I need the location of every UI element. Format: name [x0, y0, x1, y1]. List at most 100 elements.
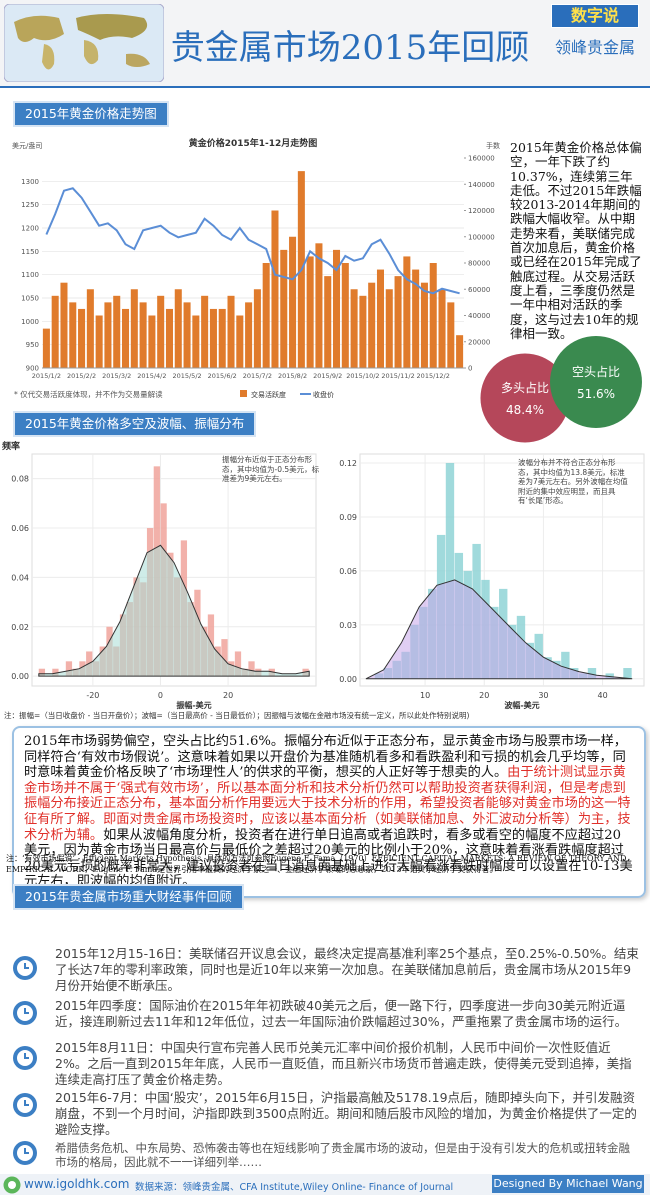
analysis-text: 2015年市场弱势偏空，空头占比约51.6%。振幅分布近似于正态分布，显示黄金市… [24, 734, 627, 781]
share-bubble [550, 336, 642, 428]
bar [271, 210, 279, 368]
bar [157, 295, 165, 368]
y-tick-label: 950 [26, 341, 39, 349]
bar [412, 269, 420, 368]
header-rule [0, 86, 650, 88]
bar [69, 302, 77, 368]
analysis-text: 如果从波幅角度分析，投资者在进行单日追高或者追跌时，看多或看空的幅度不应超过20… [24, 827, 633, 890]
bar [236, 315, 244, 368]
x-tick-label: 2015/5/2 [172, 372, 201, 380]
share-bubbles: 多头占比 48.4% 空头占比 51.6% [480, 336, 642, 443]
bar [315, 243, 323, 368]
event: 2015年四季度：国际油价在2015年年初跌破40美元之后，便一路下行，四季度进… [55, 998, 628, 1029]
histogram-bar [221, 639, 228, 677]
y-tick-label: 1200 [21, 225, 39, 233]
y-tick-label: 0.00 [339, 675, 357, 684]
bubble-value: 51.6% [577, 387, 615, 401]
clock-icon [13, 1001, 37, 1025]
bar [438, 289, 446, 368]
density-area [365, 579, 633, 680]
y-tick-label: 0.00 [11, 672, 29, 681]
x-tick-label: 2015/12/2 [417, 372, 450, 380]
histogram-bar [623, 668, 632, 679]
bar [78, 308, 86, 368]
x-tick-label: 20 [479, 691, 489, 700]
logo [3, 1176, 21, 1194]
bar [122, 308, 130, 368]
share-bubble [480, 353, 570, 443]
histogram-bar [248, 661, 255, 677]
bar [51, 295, 59, 368]
x-tick-label: 2015/8/2 [278, 372, 307, 380]
world-map [4, 4, 164, 82]
y-axis-label: 频率 [2, 440, 20, 452]
x-tick-label: 30 [538, 691, 548, 700]
x-tick-label: 2015/2/2 [67, 372, 96, 380]
bar [368, 282, 376, 368]
y-tick-label: 0.02 [11, 623, 29, 632]
footnote: 注：‘有效市场假说’ - Efficient Markets Hypothesi… [6, 854, 627, 874]
site-link[interactable]: www.igoldhk.com [24, 1177, 130, 1191]
bar [333, 249, 341, 368]
histogram-bar [52, 668, 59, 677]
x-tick-label: 2015/4/2 [137, 372, 166, 380]
histogram-bar [561, 651, 570, 679]
annotation: 振幅分布近似于正态分布形态，其中均值为-0.5美元，标准差为9美元左右。 [222, 455, 320, 483]
page-title: 贵金属市场2015年回顾 [170, 28, 530, 68]
bar [306, 256, 314, 368]
footer [0, 1174, 650, 1195]
bar [218, 308, 226, 368]
bar [148, 315, 156, 368]
bar [376, 269, 384, 368]
bubble-label: 多头占比 [501, 380, 549, 395]
y2-tick-label: 40000 [468, 312, 490, 320]
x-tick-label: 2015/10/2 [346, 372, 379, 380]
x-tick-label: 2015/7/2 [243, 372, 272, 380]
y-tick-label: 1000 [21, 318, 39, 326]
section-title: 2015年贵金属市场重大财经事件回顾 [13, 884, 244, 910]
y-tick-label: 0.09 [339, 513, 357, 522]
y2-tick-label: 100000 [468, 233, 495, 241]
bar [394, 276, 402, 368]
y-tick-label: 0.06 [339, 567, 357, 576]
y2-tick-label: 140000 [468, 181, 495, 189]
x-tick-label: 0 [158, 691, 163, 700]
bar [245, 302, 253, 368]
legend-swatch [240, 390, 247, 397]
histogram-bar [445, 462, 455, 679]
y2-tick-label: 160000 [468, 155, 495, 163]
clock-icon [13, 956, 37, 980]
section-title: 2015年黄金价格走势图 [13, 101, 169, 127]
bar [429, 263, 437, 368]
section-title: 2015年黄金价格多空及波幅、振幅分布 [13, 411, 257, 437]
y-tick-label: 0.08 [11, 475, 29, 484]
event: 2015年6-7月：中国‘股灾’，2015年6月15日，沪指最高触及5178.1… [55, 1090, 637, 1137]
legend-label: 交易活跃度 [251, 390, 286, 399]
y2-axis-label: 手数 [486, 141, 500, 150]
y-tick-label: 1050 [21, 295, 39, 303]
histogram-bar [587, 668, 597, 679]
y-tick-label: 1300 [21, 178, 39, 186]
x-tick-label: 10 [420, 691, 430, 700]
x-tick-label: 2015/9/2 [313, 372, 342, 380]
bar [280, 249, 288, 368]
x-axis-label: 振幅-美元 [176, 700, 211, 710]
bar [359, 295, 367, 368]
bar [253, 289, 261, 368]
trend-chart: 黄金价格2015年1-12月走势图 美元/盎司 手数 900 950 1000 1050 11… [12, 137, 500, 399]
event: 2015年12月15-16日：美联储召开议息会议，最终决定提高基准利率25个基点… [55, 946, 639, 993]
bar [289, 236, 297, 368]
chart-title: 黄金价格2015年1-12月走势图 [189, 137, 318, 149]
y-axis-label: 美元/盎司 [12, 141, 42, 150]
bar [350, 289, 358, 368]
bar [165, 308, 173, 368]
line [45, 187, 460, 295]
x-tick-label: 40 [597, 691, 607, 700]
clock-icon [13, 1141, 37, 1165]
bar [113, 295, 121, 368]
badge: 数字说 [551, 4, 639, 28]
histogram-bar [38, 668, 46, 677]
source: 数据来源：领峰贵金属、CFA Institute,Wiley Online- F… [135, 1182, 454, 1193]
y2-tick-label: 120000 [468, 207, 495, 215]
